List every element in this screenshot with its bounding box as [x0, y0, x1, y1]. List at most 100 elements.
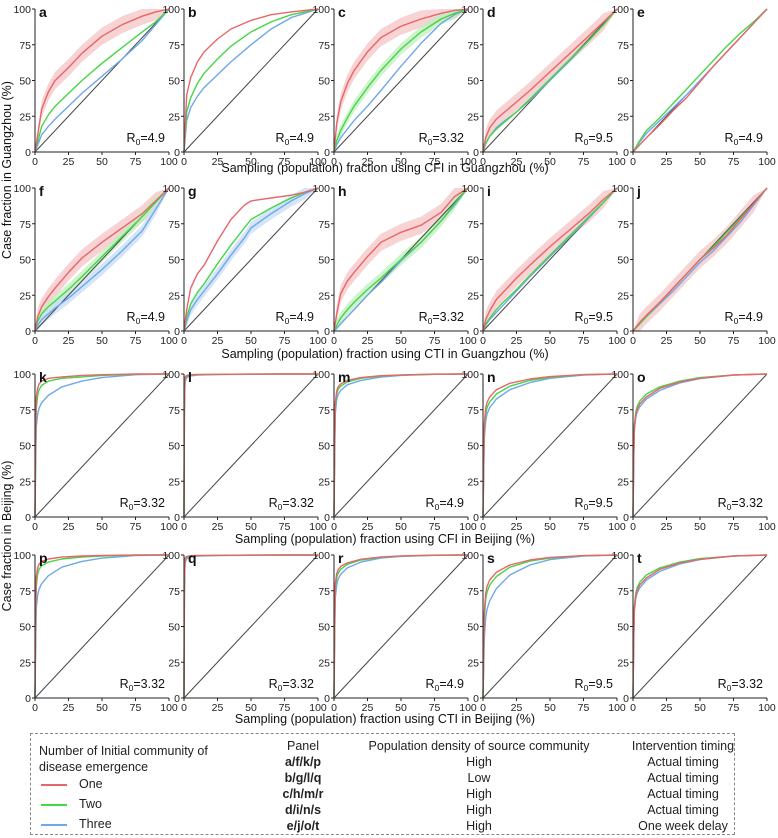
y-tick-label-n: 0: [473, 512, 479, 524]
series-one-c: [333, 8, 469, 153]
y-tick-label-k: 100: [13, 369, 31, 381]
x-tick-label-n: 50: [544, 521, 556, 533]
table-row-density: High: [466, 819, 492, 833]
y-tick-label-o: 50: [617, 441, 629, 453]
panel-letter-s: s: [487, 550, 495, 566]
y-tick-label-g: 75: [168, 219, 180, 231]
x-tick-label-r: 0: [331, 702, 337, 714]
y-tick-label-h: 25: [318, 290, 330, 302]
x-tick-label-f: 100: [160, 335, 178, 347]
y-tick-label-d: 0: [473, 147, 479, 159]
series-two-a: [34, 8, 170, 153]
x-tick-label-k: 0: [32, 521, 38, 533]
y-tick-label-t: 100: [611, 550, 629, 562]
y-tick-label-b: 100: [162, 4, 180, 16]
series-one-t: [632, 554, 768, 699]
y-tick-label-h: 50: [318, 255, 330, 267]
x-tick-label-o: 100: [758, 521, 776, 533]
y-tick-label-k: 75: [19, 405, 31, 417]
y-tick-label-c: 25: [318, 111, 330, 123]
r0-annotation-h: R0=3.32: [419, 310, 464, 326]
x-tick-label-q: 0: [181, 702, 187, 714]
y-tick-label-e: 75: [617, 40, 629, 52]
y-tick-label-q: 25: [168, 657, 180, 669]
x-axis-title-beijing_cti: Sampling (population) fraction using CTI…: [235, 712, 535, 726]
x-tick-label-d: 75: [578, 156, 590, 168]
legend-swatch-three: [41, 824, 67, 826]
series-one-n: [482, 373, 618, 518]
diagonal-line-b: [183, 8, 319, 153]
x-tick-label-c: 50: [395, 156, 407, 168]
y-tick-label-f: 50: [19, 255, 31, 267]
x-tick-label-a: 50: [96, 156, 108, 168]
series-one-e: [632, 8, 768, 153]
y-tick-label-d: 100: [461, 4, 479, 16]
x-tick-label-b: 75: [279, 156, 291, 168]
y-tick-label-o: 75: [617, 405, 629, 417]
x-tick-label-s: 50: [544, 702, 556, 714]
series-one-h: [333, 187, 469, 332]
y-tick-label-c: 0: [324, 147, 330, 159]
table-row-timing: Actual timing: [647, 803, 719, 817]
series-three-f: [34, 187, 170, 332]
y-tick-label-f: 100: [13, 183, 31, 195]
y-tick-label-l: 25: [168, 476, 180, 488]
x-tick-label-s: 25: [511, 702, 523, 714]
x-tick-label-d: 25: [511, 156, 523, 168]
y-tick-label-c: 75: [318, 40, 330, 52]
x-tick-label-g: 50: [245, 335, 257, 347]
r0-annotation-k: R0=3.32: [120, 496, 165, 512]
r0-annotation-g: R0=4.9: [276, 310, 314, 326]
y-tick-label-o: 100: [611, 369, 629, 381]
legend-label-three: Three: [79, 817, 112, 831]
table-row-density: High: [466, 803, 492, 817]
table-row-panel: a/f/k/p: [284, 755, 322, 769]
y-tick-label-e: 100: [611, 4, 629, 16]
x-tick-label-r: 50: [395, 702, 407, 714]
y-tick-label-r: 0: [324, 693, 330, 705]
x-tick-label-b: 0: [181, 156, 187, 168]
y-tick-label-p: 0: [25, 693, 31, 705]
x-tick-label-f: 0: [32, 335, 38, 347]
x-tick-label-j: 75: [728, 335, 740, 347]
x-tick-label-p: 0: [32, 702, 38, 714]
panel-letter-r: r: [338, 550, 344, 566]
x-tick-label-p: 75: [130, 702, 142, 714]
table-row-panel: e/j/o/t: [286, 819, 320, 833]
x-tick-label-e: 100: [758, 156, 776, 168]
y-tick-label-n: 25: [467, 476, 479, 488]
x-tick-label-e: 25: [661, 156, 673, 168]
y-tick-label-m: 25: [318, 476, 330, 488]
series-one-d: [482, 8, 618, 153]
y-tick-label-b: 50: [168, 76, 180, 88]
y-tick-label-q: 50: [168, 622, 180, 634]
x-tick-label-m: 50: [395, 521, 407, 533]
y-tick-label-f: 0: [25, 326, 31, 338]
x-tick-label-h: 0: [331, 335, 337, 347]
y-tick-label-c: 100: [312, 4, 330, 16]
y-tick-label-a: 50: [19, 76, 31, 88]
table-row-timing: Actual timing: [647, 771, 719, 785]
panel-letter-q: q: [188, 550, 197, 566]
y-tick-label-j: 100: [611, 183, 629, 195]
y-tick-label-o: 25: [617, 476, 629, 488]
panel-letter-e: e: [637, 4, 645, 20]
x-tick-label-o: 50: [694, 521, 706, 533]
x-tick-label-g: 75: [279, 335, 291, 347]
diagonal-line-t: [632, 554, 768, 699]
diagonal-line-r: [333, 554, 469, 699]
series-three-g: [183, 187, 319, 332]
series-two-g: [183, 187, 319, 332]
y-tick-label-e: 50: [617, 76, 629, 88]
panel-letter-b: b: [188, 4, 197, 20]
x-tick-label-q: 100: [309, 702, 327, 714]
series-two-f: [34, 187, 170, 332]
y-tick-label-d: 75: [467, 40, 479, 52]
